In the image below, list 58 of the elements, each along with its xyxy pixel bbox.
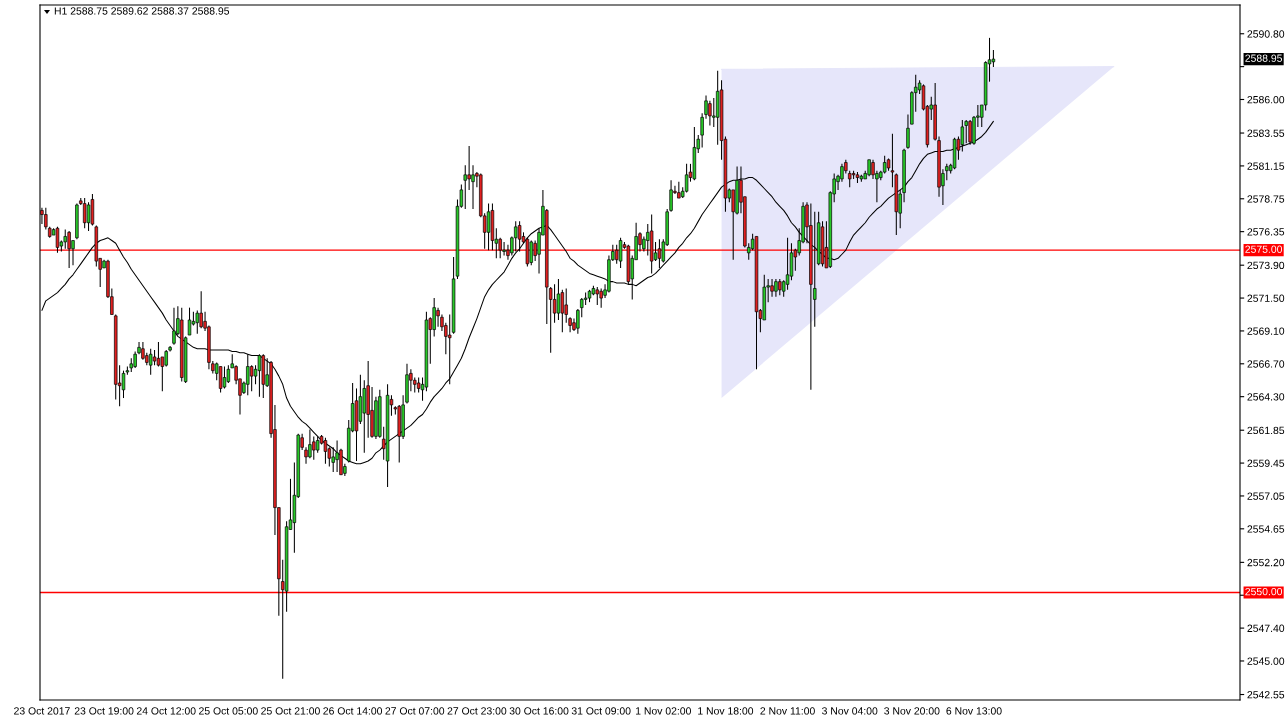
x-tick-label: 2 Nov 11:00: [760, 707, 815, 715]
y-tick-label: 2547.40: [1247, 624, 1285, 632]
candlestick: [514, 220, 518, 253]
candlestick: [63, 229, 67, 250]
x-tick-label: 30 Oct 16:00: [509, 707, 569, 715]
candlestick: [599, 287, 603, 309]
x-tick-label: 3 Nov 20:00: [884, 707, 940, 715]
candlestick: [67, 230, 71, 269]
candlestick: [657, 238, 662, 269]
y-tick-label: 2590.80: [1247, 30, 1285, 38]
x-tick-label: 27 Oct 07:00: [385, 707, 445, 715]
candlestick: [529, 240, 533, 266]
y-tick-label: 2554.65: [1247, 525, 1285, 533]
x-tick-label: 23 Oct 19:00: [74, 707, 134, 715]
candlestick: [246, 353, 250, 396]
x-tick-label: 25 Oct 05:00: [199, 707, 258, 715]
y-tick-label: 2576.35: [1247, 228, 1285, 236]
text: 2588.95: [1245, 54, 1283, 62]
y-tick-label: 2566.70: [1247, 360, 1285, 368]
x-tick-label: 24 Oct 12:00: [136, 707, 196, 715]
y-tick-label: 2583.55: [1247, 129, 1285, 137]
y-tick-label: 2564.30: [1247, 393, 1285, 401]
x-tick-label: 26 Oct 14:00: [323, 707, 383, 715]
x-tick-label: 27 Oct 23:00: [447, 707, 507, 715]
x-tick-label: 6 Nov 13:00: [946, 707, 1002, 715]
y-tick-label: 2559.45: [1247, 459, 1285, 467]
candlestick: [249, 364, 254, 392]
y-tick-label: 2542.55: [1247, 691, 1285, 699]
candlestick: [195, 309, 199, 335]
candlestick: [467, 145, 471, 191]
x-tick-label: 23 Oct 2017: [14, 707, 70, 715]
ref-line-label: 2550.00: [1245, 587, 1283, 596]
candlestick: [770, 278, 774, 298]
y-tick-label: 2573.90: [1247, 261, 1285, 270]
candlestick: [556, 278, 561, 321]
candlestick: [448, 313, 452, 385]
candlestick: [785, 237, 790, 291]
x-tick-label: 1 Nov 02:00: [636, 707, 691, 715]
x-tick-label: 31 Oct 09:00: [571, 707, 631, 715]
y-tick-label: 2586.00: [1247, 95, 1285, 104]
y-tick-label: 2581.15: [1247, 162, 1285, 170]
y-tick-label: 2571.50: [1247, 294, 1285, 302]
candlestick: [436, 307, 440, 328]
candlestick: [172, 307, 176, 346]
y-tick-label: 2552.20: [1247, 558, 1285, 567]
x-tick-label: 3 Nov 04:00: [822, 707, 878, 715]
y-tick-label: 2578.75: [1247, 195, 1285, 203]
y-tick-label: 2557.05: [1247, 492, 1285, 500]
candlestick: [552, 283, 557, 324]
candlestick: [502, 241, 506, 257]
y-tick-label: 2561.85: [1247, 426, 1285, 435]
ref-line-label: 2575.00: [1245, 245, 1283, 253]
x-tick-label: 1 Nov 18:00: [698, 707, 754, 715]
x-tick-label: 25 Oct 21:00: [261, 707, 320, 715]
y-tick-label: 2569.10: [1247, 327, 1285, 335]
candlestick: [86, 201, 91, 232]
chart-title: H1 2588.75 2589.62 2588.37 2588.95: [54, 7, 230, 15]
y-tick-label: 2545.00: [1247, 657, 1285, 665]
